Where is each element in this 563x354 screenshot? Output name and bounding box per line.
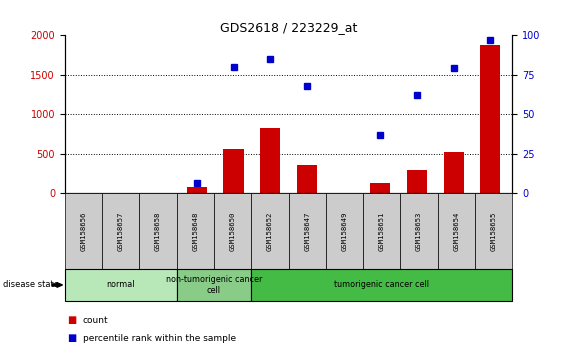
Text: normal: normal [106, 280, 135, 290]
Text: ■: ■ [68, 333, 77, 343]
Text: GSM158652: GSM158652 [267, 211, 273, 251]
Text: GSM158657: GSM158657 [118, 211, 124, 251]
Text: ■: ■ [68, 315, 77, 325]
Text: percentile rank within the sample: percentile rank within the sample [83, 333, 236, 343]
Text: GSM158654: GSM158654 [453, 211, 459, 251]
Text: non-tumorigenic cancer
cell: non-tumorigenic cancer cell [166, 275, 262, 295]
Text: GSM158648: GSM158648 [193, 211, 198, 251]
Bar [187, 187, 207, 193]
Text: GSM158649: GSM158649 [342, 211, 347, 251]
Bar [224, 149, 244, 193]
Bar [407, 170, 427, 193]
Bar [480, 45, 501, 193]
Bar [297, 165, 317, 193]
Title: GDS2618 / 223229_at: GDS2618 / 223229_at [220, 21, 358, 34]
Text: tumorigenic cancer cell: tumorigenic cancer cell [334, 280, 429, 290]
Text: count: count [83, 316, 109, 325]
Text: GSM158655: GSM158655 [491, 211, 497, 251]
Bar [370, 183, 390, 193]
Text: GSM158658: GSM158658 [155, 211, 161, 251]
Text: GSM158656: GSM158656 [81, 211, 86, 251]
Bar [260, 127, 280, 193]
Text: GSM158647: GSM158647 [304, 211, 310, 251]
Text: GSM158651: GSM158651 [379, 211, 385, 251]
Text: GSM158653: GSM158653 [416, 211, 422, 251]
Text: disease state: disease state [3, 280, 59, 290]
Text: GSM158650: GSM158650 [230, 211, 235, 251]
Bar [444, 152, 464, 193]
